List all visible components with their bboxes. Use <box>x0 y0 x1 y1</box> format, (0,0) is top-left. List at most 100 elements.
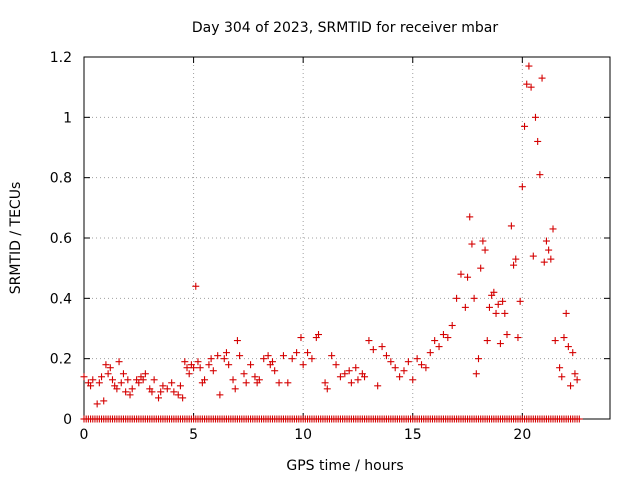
data-point <box>157 388 165 396</box>
data-point <box>275 379 283 387</box>
data-point <box>179 394 187 402</box>
data-point <box>279 352 287 360</box>
data-point <box>196 364 204 372</box>
data-point <box>299 361 307 369</box>
data-point <box>236 352 244 360</box>
data-point <box>242 379 250 387</box>
data-point <box>382 352 390 360</box>
x-tick-label: 5 <box>189 427 198 443</box>
data-point <box>80 373 88 381</box>
data-point <box>470 294 478 302</box>
x-tick-label: 10 <box>294 427 312 443</box>
data-point <box>409 376 417 384</box>
data-point <box>448 321 456 329</box>
data-point <box>431 337 439 345</box>
data-point <box>194 358 202 366</box>
data-point <box>115 358 123 366</box>
data-point <box>174 391 182 399</box>
data-point <box>113 385 121 393</box>
data-point <box>315 331 323 339</box>
data-point <box>573 376 581 384</box>
data-point <box>468 240 476 248</box>
data-point <box>352 364 360 372</box>
data-point <box>297 334 305 342</box>
data-point <box>369 346 377 354</box>
y-tick-label: 0 <box>63 412 72 428</box>
data-point <box>560 334 568 342</box>
data-point <box>122 388 130 396</box>
y-tick-label: 0.4 <box>50 291 72 307</box>
data-point <box>293 349 301 357</box>
data-point <box>139 376 147 384</box>
data-point <box>525 62 533 70</box>
data-point <box>542 237 550 245</box>
data-point <box>551 337 559 345</box>
data-point <box>347 379 355 387</box>
data-point <box>556 364 564 372</box>
data-point <box>378 343 386 351</box>
data-point <box>321 379 329 387</box>
data-point <box>461 303 469 311</box>
data-point <box>365 337 373 345</box>
data-point <box>536 171 544 179</box>
data-point <box>183 364 191 372</box>
data-point <box>150 376 158 384</box>
data-point <box>216 391 224 399</box>
data-point <box>569 349 577 357</box>
data-point <box>512 255 520 263</box>
data-point <box>492 309 500 317</box>
data-point <box>108 376 116 384</box>
data-point <box>288 355 296 363</box>
data-point <box>464 273 472 281</box>
data-point <box>247 361 255 369</box>
data-point <box>453 294 461 302</box>
data-point <box>361 373 369 381</box>
data-point <box>341 370 349 378</box>
data-point <box>521 122 529 130</box>
data-point <box>562 309 570 317</box>
data-point <box>284 379 292 387</box>
data-point <box>98 373 106 381</box>
data-point <box>439 331 447 339</box>
data-point <box>545 246 553 254</box>
data-point <box>168 379 176 387</box>
data-point <box>387 358 395 366</box>
data-point <box>124 376 132 384</box>
data-point <box>336 373 344 381</box>
data-point <box>571 370 579 378</box>
data-point <box>93 400 101 408</box>
data-point <box>400 367 408 375</box>
y-axis-label: SRMTID / TECUs <box>8 182 24 295</box>
y-tick-label: 0.2 <box>50 352 72 368</box>
data-point <box>501 309 509 317</box>
data-point <box>567 382 575 390</box>
data-point <box>475 355 482 363</box>
data-point <box>531 113 539 121</box>
data-point <box>190 364 198 372</box>
data-point <box>479 237 487 245</box>
data-point <box>496 340 504 348</box>
data-point <box>418 361 426 369</box>
data-point <box>516 297 524 305</box>
y-tick-label: 1 <box>63 110 72 126</box>
data-points <box>80 62 581 408</box>
data-point <box>87 382 95 390</box>
data-point <box>100 397 108 405</box>
data-point <box>155 394 163 402</box>
data-point <box>159 382 167 390</box>
data-point <box>170 388 178 396</box>
x-tick-label: 0 <box>80 427 89 443</box>
data-point <box>185 370 193 378</box>
data-point <box>126 391 134 399</box>
data-point <box>396 373 404 381</box>
data-point <box>558 373 566 381</box>
x-tick-label: 20 <box>513 427 531 443</box>
y-tick-label: 0.6 <box>50 231 72 247</box>
data-point <box>481 246 489 254</box>
x-axis-label: GPS time / hours <box>286 458 403 474</box>
axis-ticks: 0 5 10 15 20 0 0.2 0.4 0.6 0.8 1 1.2 <box>50 50 610 443</box>
chart-title: Day 304 of 2023, SRMTID for receiver mba… <box>192 20 499 36</box>
data-point <box>271 367 279 375</box>
data-point <box>328 352 336 360</box>
